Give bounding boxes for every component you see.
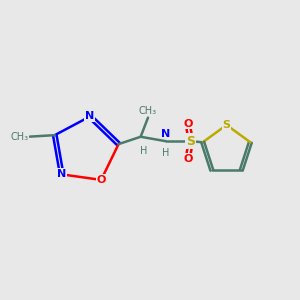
Text: N: N	[85, 112, 94, 122]
Text: S: S	[223, 120, 231, 130]
Text: CH₃: CH₃	[10, 132, 28, 142]
Text: O: O	[183, 154, 193, 164]
Text: CH₃: CH₃	[139, 106, 157, 116]
Text: S: S	[186, 135, 195, 148]
Text: H: H	[140, 146, 148, 156]
Text: N: N	[57, 169, 66, 179]
Text: H: H	[162, 148, 169, 158]
Text: O: O	[96, 175, 106, 185]
Text: O: O	[183, 118, 193, 128]
Text: N: N	[161, 129, 170, 139]
